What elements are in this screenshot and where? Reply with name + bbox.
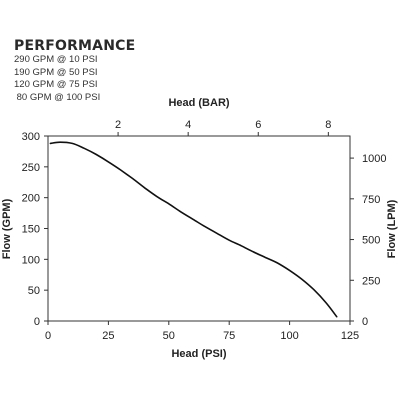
y-tick-label: 100: [22, 254, 40, 266]
y-tick-label: 250: [22, 162, 40, 174]
y-tick-label: 0: [34, 316, 40, 328]
performance-title: PERFORMANCE: [14, 38, 136, 54]
x-axis-title: Head (PSI): [171, 348, 226, 360]
y2-tick-label: 0: [362, 316, 368, 328]
x-tick-label: 0: [45, 330, 51, 342]
y2-tick-label: 1000: [362, 153, 386, 165]
x-tick-label: 125: [341, 330, 359, 342]
x-tick-label: 100: [280, 330, 298, 342]
y-axis-ticks: 0 50 100 150 200 250 300: [22, 131, 48, 328]
flow-curve: [49, 141, 338, 318]
x2-axis-ticks: 2 4 6 8: [115, 119, 331, 136]
y-tick-label: 50: [28, 285, 40, 297]
x-axis-ticks: 0 25 50 75 100 125: [45, 321, 359, 342]
x2-tick-label: 8: [325, 119, 331, 131]
y2-tick-label: 750: [362, 194, 380, 206]
y2-axis-ticks: 0 250 500 750 1000: [350, 153, 386, 328]
y-tick-label: 300: [22, 131, 40, 143]
spec-line: 190 GPM @ 50 PSI: [14, 66, 98, 78]
plot-frame: [47, 135, 351, 322]
spec-line: 120 GPM @ 75 PSI: [14, 79, 98, 90]
spec-line: 80 GPM @ 100 PSI: [14, 91, 101, 103]
y-tick-label: 200: [22, 193, 40, 205]
x2-tick-label: 6: [255, 119, 261, 131]
y2-tick-label: 250: [362, 275, 380, 287]
y2-tick-label: 500: [362, 235, 380, 247]
y2-axis-title: Flow (LPM): [386, 199, 398, 258]
x2-tick-label: 4: [185, 119, 191, 131]
x-tick-label: 50: [163, 330, 175, 342]
x-tick-label: 25: [102, 330, 114, 342]
spec-line: 290 GPM @ 10 PSI: [14, 54, 98, 65]
y-axis-title: Flow (GPM): [1, 198, 13, 259]
x2-tick-label: 2: [115, 119, 121, 131]
x-tick-label: 75: [223, 330, 235, 342]
y-tick-label: 150: [22, 224, 40, 236]
performance-header: PERFORMANCE 290 GPM @ 10 PSI 190 GPM @ 5…: [14, 38, 135, 104]
x2-axis-title: Head (BAR): [168, 97, 229, 109]
